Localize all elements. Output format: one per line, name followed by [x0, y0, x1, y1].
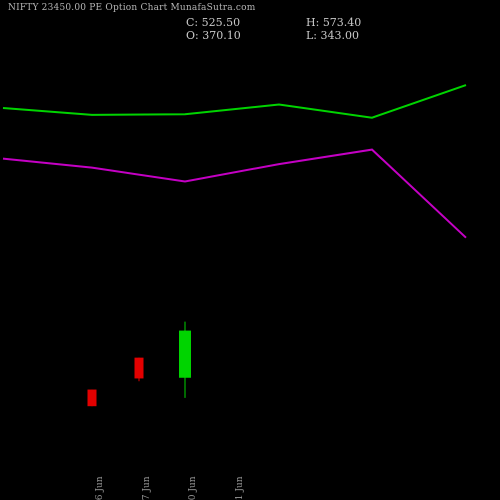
chart-svg — [0, 0, 500, 500]
x-axis-tick-label: 21 Jun — [235, 476, 245, 500]
chart-stage: { "title": "NIFTY 23450.00 PE Option Cha… — [0, 0, 500, 500]
x-axis-tick-label: 20 Jun — [188, 476, 198, 500]
x-axis-tick-label: 17 Jun — [142, 476, 152, 500]
x-axis-tick-label: 16 Jun — [95, 476, 105, 500]
